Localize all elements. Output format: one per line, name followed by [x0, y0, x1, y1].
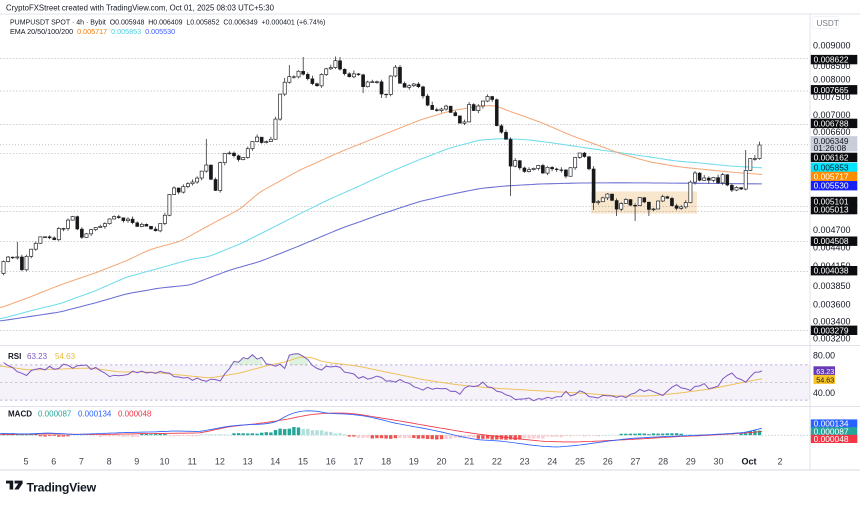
svg-text:13: 13	[243, 457, 253, 467]
svg-text:USDT: USDT	[817, 19, 839, 28]
svg-text:EMA 20/50/100/200 0.005717 0: EMA 20/50/100/200 0.005717 0.005853 0.00…	[10, 27, 175, 36]
svg-text:PUMPUSDT SPOT · 4h · Bybit O0: PUMPUSDT SPOT · 4h · Bybit O0.005948 H0.…	[10, 20, 325, 27]
svg-text:0.000048: 0.000048	[118, 410, 152, 419]
svg-text:11: 11	[188, 457, 197, 467]
svg-text:0.008622: 0.008622	[814, 55, 849, 65]
svg-text:16: 16	[326, 457, 336, 467]
svg-text:14: 14	[270, 457, 280, 467]
svg-text:24: 24	[547, 457, 557, 467]
svg-text:30: 30	[713, 457, 723, 467]
svg-text:20: 20	[436, 457, 446, 467]
svg-text:0.003600: 0.003600	[813, 299, 851, 309]
svg-text:0.004700: 0.004700	[813, 225, 851, 235]
svg-text:18: 18	[381, 457, 391, 467]
svg-text:0.006162: 0.006162	[814, 152, 849, 162]
svg-text:27: 27	[630, 457, 640, 467]
svg-text:29: 29	[686, 457, 696, 467]
svg-text:0.000048: 0.000048	[814, 434, 849, 444]
svg-text:25: 25	[575, 457, 585, 467]
svg-text:40.00: 40.00	[813, 388, 835, 398]
svg-text:26: 26	[603, 457, 613, 467]
svg-text:17: 17	[353, 457, 363, 467]
svg-text:CryptoFXStreet created with Tr: CryptoFXStreet created with TradingView.…	[6, 4, 275, 13]
svg-text:2: 2	[777, 457, 782, 467]
svg-text:0.004038: 0.004038	[814, 266, 849, 276]
svg-text:01:26:08: 01:26:08	[814, 143, 847, 153]
svg-text:0.007665: 0.007665	[814, 85, 849, 95]
svg-text:6: 6	[51, 457, 56, 467]
svg-text:0.004508: 0.004508	[814, 236, 849, 246]
svg-text:9: 9	[134, 457, 139, 467]
svg-text:0.005013: 0.005013	[814, 205, 849, 215]
svg-text:0.003850: 0.003850	[813, 281, 851, 291]
svg-text:RSI: RSI	[8, 352, 21, 361]
svg-text:28: 28	[658, 457, 668, 467]
svg-text:0.009000: 0.009000	[813, 41, 851, 51]
svg-text:Oct: Oct	[741, 457, 756, 467]
svg-text:8: 8	[107, 457, 112, 467]
svg-text:0.003279: 0.003279	[814, 325, 849, 335]
svg-text:TradingView: TradingView	[27, 481, 97, 495]
svg-text:MACD: MACD	[8, 410, 32, 419]
svg-text:21: 21	[464, 457, 474, 467]
svg-text:5: 5	[23, 457, 28, 467]
svg-text:0.005530: 0.005530	[814, 181, 849, 191]
svg-text:0.006788: 0.006788	[814, 118, 849, 128]
svg-text:0.000134: 0.000134	[78, 410, 112, 419]
svg-text:10: 10	[159, 457, 169, 467]
svg-text:15: 15	[298, 457, 308, 467]
svg-text:0.008000: 0.008000	[813, 75, 851, 85]
svg-text:54.63: 54.63	[816, 375, 834, 384]
svg-text:12: 12	[215, 457, 225, 467]
svg-text:80.00: 80.00	[813, 351, 835, 361]
svg-text:7: 7	[79, 457, 84, 467]
svg-text:63.23: 63.23	[27, 352, 48, 361]
svg-text:19: 19	[409, 457, 419, 467]
svg-text:22: 22	[492, 457, 502, 467]
svg-text:0.000087: 0.000087	[38, 410, 72, 419]
svg-text:23: 23	[520, 457, 530, 467]
svg-text:54.63: 54.63	[55, 352, 76, 361]
